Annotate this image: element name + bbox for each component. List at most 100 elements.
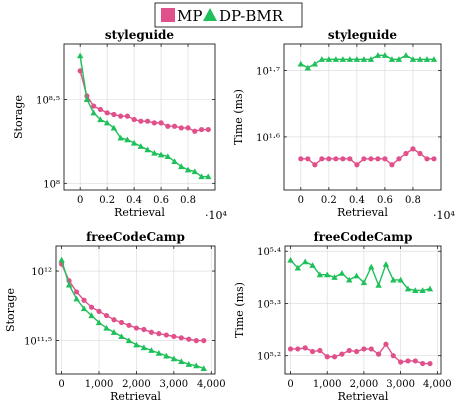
data-point-dp-bmr: [390, 276, 397, 283]
data-point-mp: [124, 113, 130, 119]
data-point-mp: [383, 341, 389, 347]
data-point-mp: [144, 118, 151, 124]
plot-frame: [283, 43, 442, 191]
data-point-dp-bmr: [130, 139, 138, 146]
data-point-dp-bmr: [368, 263, 375, 270]
x-tick-label: 1,000: [85, 379, 114, 390]
data-point-mp: [398, 359, 404, 365]
data-point-mp: [403, 150, 409, 157]
data-point-mp: [118, 113, 124, 119]
data-point-dp-bmr: [318, 56, 326, 62]
x-axis-label: Retrieval: [114, 206, 165, 219]
data-point-mp: [158, 120, 164, 126]
data-point-mp: [333, 156, 339, 162]
x-axis-label: Retrieval: [338, 390, 389, 403]
data-point-dp-bmr: [419, 287, 426, 293]
data-point-mp: [178, 125, 184, 131]
x-tick-label: 0: [77, 195, 83, 206]
data-point-dp-bmr: [185, 361, 193, 367]
data-point-mp: [361, 156, 367, 162]
data-point-dp-bmr: [137, 143, 145, 149]
series-line-dp-bmr: [60, 259, 205, 370]
data-point-dp-bmr: [124, 136, 131, 143]
x-tick-label: 3,000: [386, 379, 415, 390]
data-point-dp-bmr: [164, 153, 172, 159]
x-tick-label: 0: [298, 195, 304, 206]
x-tick-label: 0.2: [99, 195, 115, 206]
data-point-dp-bmr: [367, 56, 375, 62]
data-point-dp-bmr: [110, 124, 118, 131]
chart-panel-2: 0 0.2 0.4 0.6 0.8 10¹·⁶ 10¹·⁷ styleguide Retriev…: [232, 28, 455, 222]
data-point-dp-bmr: [409, 56, 417, 62]
data-point-mp: [81, 297, 87, 303]
data-point-dp-bmr: [103, 119, 111, 126]
plot-frame: [55, 245, 216, 375]
data-point-dp-bmr: [133, 341, 140, 348]
data-point-dp-bmr: [205, 173, 212, 180]
data-point-mp: [295, 346, 301, 352]
x-axis-multiplier: ·10⁴: [205, 209, 227, 222]
x-axis-multiplier: ·10⁴: [433, 209, 455, 222]
data-point-mp: [178, 335, 184, 341]
data-point-dp-bmr: [200, 365, 207, 371]
data-point-dp-bmr: [163, 352, 170, 359]
y-tick-label: 10¹²: [31, 267, 52, 278]
data-point-dp-bmr: [90, 109, 97, 116]
data-point-dp-bmr: [311, 60, 319, 67]
data-point-dp-bmr: [178, 163, 185, 170]
data-point-mp: [410, 146, 416, 152]
data-point-dp-bmr: [416, 56, 424, 62]
data-point-mp: [171, 333, 177, 340]
y-tick-label: 10¹¹·⁵: [24, 337, 52, 348]
x-tick-label: 1,000: [313, 379, 342, 390]
data-point-dp-bmr: [397, 276, 404, 283]
data-point-dp-bmr: [157, 151, 165, 158]
data-point-mp: [104, 110, 110, 116]
data-point-mp: [126, 322, 132, 328]
data-point-mp: [151, 120, 157, 126]
data-point-dp-bmr: [184, 166, 192, 173]
data-point-dp-bmr: [171, 158, 178, 165]
y-axis-label: Time (ms): [233, 282, 246, 338]
data-point-mp: [163, 332, 169, 338]
data-point-dp-bmr: [353, 272, 360, 279]
data-point-mp: [131, 116, 137, 123]
data-point-dp-bmr: [125, 337, 133, 344]
data-point-mp: [171, 123, 178, 129]
data-point-mp: [376, 351, 382, 357]
x-tick-label: 4,000: [423, 379, 452, 390]
data-point-mp: [73, 289, 80, 295]
data-point-dp-bmr: [148, 347, 155, 353]
x-tick-label: 3,000: [160, 379, 189, 390]
data-point-mp: [405, 358, 411, 364]
data-point-mp: [185, 125, 191, 131]
series-line-mp: [79, 70, 209, 133]
data-point-dp-bmr: [360, 279, 368, 286]
data-point-mp: [287, 346, 294, 352]
data-point-dp-bmr: [332, 56, 340, 62]
data-point-dp-bmr: [287, 256, 294, 263]
data-point-mp: [312, 162, 318, 168]
data-point-dp-bmr: [193, 362, 200, 369]
data-point-dp-bmr: [83, 96, 91, 102]
x-tick-label: 0.2: [321, 195, 337, 206]
data-point-dp-bmr: [324, 271, 331, 278]
data-point-dp-bmr: [388, 56, 396, 62]
x-axis-label: Retrieval: [337, 206, 388, 219]
data-point-dp-bmr: [80, 305, 88, 312]
data-point-dp-bmr: [382, 261, 390, 267]
x-tick-label: 0.4: [349, 195, 365, 206]
chart-title: styleguide: [328, 28, 398, 42]
data-point-mp: [148, 329, 154, 335]
data-point-mp: [347, 156, 353, 162]
plot-frame: [284, 245, 442, 375]
data-point-mp: [319, 156, 325, 162]
data-point-dp-bmr: [191, 168, 198, 175]
data-point-dp-bmr: [316, 271, 324, 278]
data-point-mp: [88, 304, 95, 310]
x-tick-label: 0.6: [377, 195, 393, 206]
data-point-mp: [302, 345, 308, 351]
data-point-mp: [353, 348, 360, 355]
y-axis-label: Storage: [12, 95, 25, 139]
data-point-mp: [412, 358, 418, 364]
